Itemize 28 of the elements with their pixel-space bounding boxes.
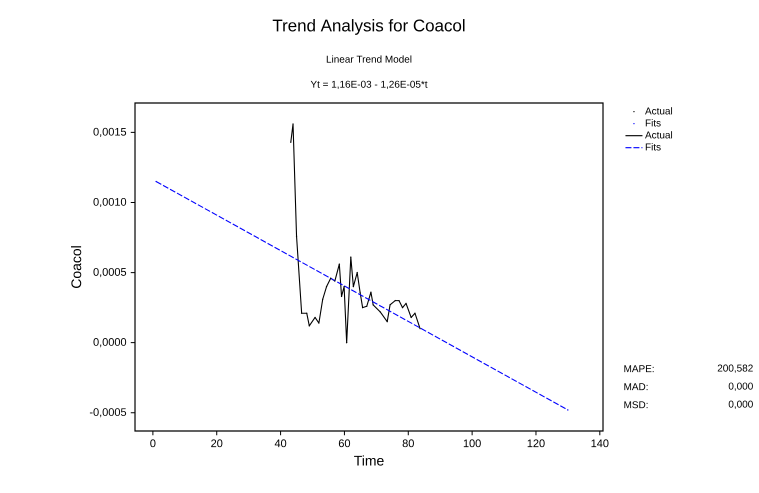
legend-label: Fits (646, 143, 661, 150)
x-tick-label: 100 (464, 439, 481, 448)
text: 0,000 (728, 382, 753, 391)
text: MAD: (624, 383, 648, 390)
legend-label: Actual (645, 131, 672, 138)
y-tick-label: 0,0015 (93, 128, 126, 137)
chart-subtitle: Linear Trend Model (326, 55, 412, 63)
legend-label: Actual (645, 107, 672, 114)
text: Yt = 1,16E-03 - 1,26E-05*t (310, 80, 428, 89)
x-tick-label: 40 (274, 439, 286, 448)
text: MSD: (624, 401, 648, 408)
x-tick-label: 0 (150, 439, 156, 448)
legend-label: Fits (646, 119, 661, 126)
chart-title: Trend Analysis for Coacol (272, 19, 464, 35)
y-axis-title: Coacol (70, 246, 82, 288)
y-tick-label: -0,0005 (90, 408, 126, 418)
x-tick-label: 120 (528, 439, 545, 448)
y-tick-label: 0,0010 (93, 198, 126, 208)
x-tick-label: 140 (592, 439, 609, 448)
text: MAPE: (624, 365, 654, 372)
y-tick-label: 0,0000 (93, 338, 126, 348)
y-tick-label: 0,0005 (93, 268, 126, 278)
x-tick-label: 20 (211, 439, 222, 448)
x-tick-label: 60 (338, 439, 350, 448)
text: 200,582 (718, 364, 753, 373)
x-axis-title: Time (354, 455, 384, 466)
text: 0,000 (728, 400, 753, 409)
x-tick-label: 80 (402, 439, 414, 448)
